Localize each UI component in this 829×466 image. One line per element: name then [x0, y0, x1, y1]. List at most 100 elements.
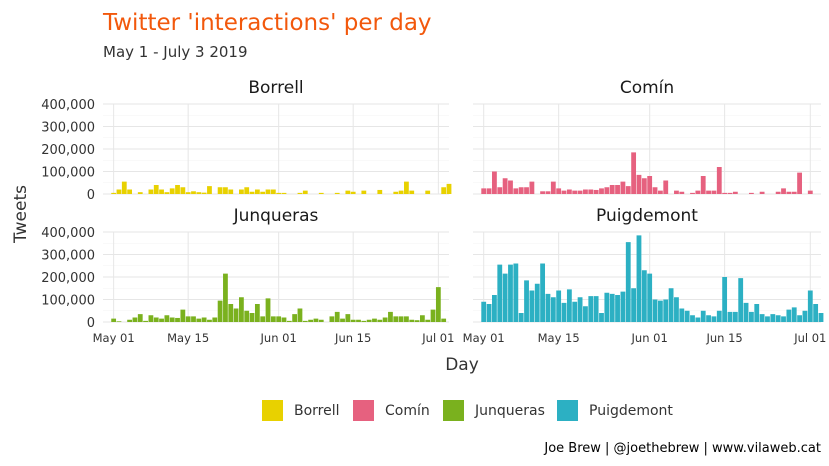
- bar: [786, 309, 792, 322]
- y-tick-label: 0: [87, 188, 95, 203]
- bar: [540, 191, 546, 194]
- chart-subtitle: May 1 - July 3 2019: [103, 43, 248, 61]
- bar: [684, 310, 690, 322]
- bar: [797, 315, 802, 322]
- bar: [292, 314, 298, 322]
- bar: [249, 191, 255, 194]
- x-tick-label: Jun 15: [705, 331, 742, 345]
- bar: [350, 319, 356, 322]
- facet-label-junqueras: Junqueras: [233, 206, 319, 226]
- bar: [404, 316, 409, 322]
- bar: [409, 319, 415, 322]
- bar: [372, 318, 377, 322]
- bar: [435, 287, 441, 322]
- bar: [153, 185, 159, 194]
- bar: [534, 283, 540, 322]
- bar: [588, 296, 594, 322]
- legend-label-comín: Comín: [385, 403, 430, 419]
- bar: [690, 315, 695, 322]
- bar: [695, 317, 701, 322]
- bar: [599, 313, 604, 322]
- bar: [388, 311, 393, 322]
- bar: [276, 192, 282, 194]
- bar: [414, 320, 420, 322]
- legend-key-borrell: [262, 400, 283, 421]
- panel-comín: Comín: [473, 78, 821, 195]
- bar: [318, 319, 324, 322]
- bar: [508, 264, 513, 322]
- bar: [807, 290, 813, 322]
- bar: [340, 318, 345, 322]
- bar: [636, 174, 642, 194]
- bar: [502, 178, 508, 194]
- y-tick-label: 100,000: [41, 294, 95, 309]
- bar: [334, 192, 340, 194]
- bar: [732, 191, 738, 194]
- y-tick-label: 400,000: [41, 98, 95, 113]
- bar: [270, 316, 276, 322]
- legend-label-borrell: Borrell: [294, 403, 340, 419]
- bar: [393, 191, 399, 194]
- y-tick-label: 300,000: [41, 121, 95, 136]
- bar: [492, 295, 497, 322]
- bar: [127, 189, 133, 194]
- bar: [770, 314, 776, 322]
- bar: [398, 190, 404, 194]
- bar: [529, 181, 535, 194]
- bar: [615, 295, 620, 322]
- bar: [604, 187, 610, 194]
- bar: [732, 311, 738, 322]
- bar: [641, 178, 647, 194]
- bar: [518, 313, 524, 322]
- bar: [398, 316, 404, 322]
- bar: [791, 191, 797, 194]
- bar: [382, 317, 388, 322]
- bar: [180, 309, 186, 322]
- bar: [556, 188, 562, 194]
- bar: [577, 297, 583, 322]
- bar: [404, 181, 409, 194]
- bar: [706, 315, 711, 322]
- bar: [345, 190, 351, 194]
- bar: [748, 192, 754, 194]
- bar: [593, 296, 599, 322]
- x-tick-label: May 01: [93, 331, 135, 345]
- bar: [615, 185, 620, 194]
- bar: [334, 311, 340, 322]
- bar: [244, 187, 250, 194]
- bar: [652, 187, 658, 194]
- y-tick-label: 100,000: [41, 166, 95, 181]
- y-tick-label: 200,000: [41, 143, 95, 158]
- bar: [260, 316, 266, 322]
- bar: [513, 188, 519, 194]
- bar: [121, 181, 127, 194]
- bar: [143, 320, 148, 322]
- bar: [492, 171, 497, 194]
- bar: [228, 304, 234, 322]
- bar: [706, 190, 711, 194]
- bar: [175, 317, 180, 322]
- bar: [281, 192, 287, 194]
- bar: [159, 189, 164, 194]
- bar: [276, 316, 282, 322]
- bar: [313, 318, 319, 322]
- bar: [196, 192, 202, 194]
- bar: [652, 299, 658, 322]
- bar: [116, 321, 122, 322]
- bar: [239, 189, 244, 194]
- bar: [679, 308, 685, 322]
- facet-label-borrell: Borrell: [248, 78, 303, 98]
- bar: [647, 273, 653, 322]
- bar: [748, 311, 754, 322]
- bar: [377, 189, 383, 194]
- bar: [663, 299, 669, 322]
- bar: [486, 304, 492, 322]
- bar: [561, 302, 567, 322]
- bar: [409, 190, 415, 194]
- bar: [550, 297, 556, 322]
- bar: [657, 300, 663, 322]
- bar: [797, 172, 802, 194]
- facet-label-puigdemont: Puigdemont: [596, 206, 698, 226]
- y-axis-label: Tweets: [11, 185, 31, 244]
- x-tick-label: Jun 01: [260, 331, 297, 345]
